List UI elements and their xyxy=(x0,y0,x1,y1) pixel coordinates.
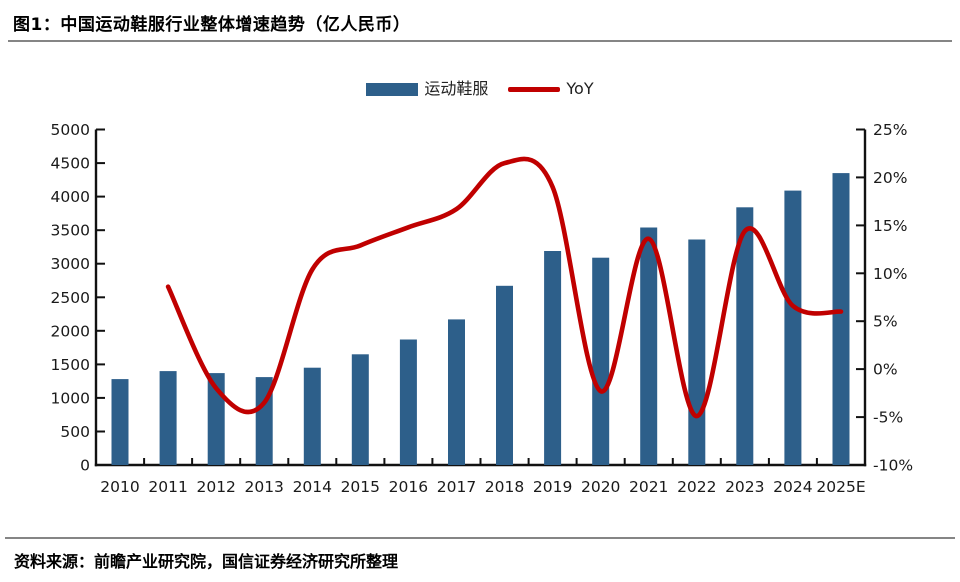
left-axis-tick-label: 4000 xyxy=(51,188,90,206)
x-axis-label: 2011 xyxy=(148,478,187,496)
x-axis-label: 2025E xyxy=(816,478,865,496)
legend-line-label: YoY xyxy=(566,79,594,98)
left-axis-tick-label: 500 xyxy=(60,423,90,441)
right-axis-tick-label: -10% xyxy=(873,457,913,475)
x-axis-label: 2024 xyxy=(773,478,812,496)
left-axis-tick-label: 2500 xyxy=(51,289,90,307)
bar-2015 xyxy=(351,354,369,465)
left-axis-tick-label: 1000 xyxy=(51,389,90,407)
bar-2011 xyxy=(159,371,177,465)
right-axis-tick-label: 5% xyxy=(873,313,898,331)
figure-title: 图1：中国运动鞋服行业整体增速趋势（亿人民币） xyxy=(13,15,411,35)
x-axis-label: 2022 xyxy=(677,478,716,496)
x-axis-label: 2017 xyxy=(437,478,476,496)
x-axis-label: 2010 xyxy=(100,478,139,496)
bar-2025E xyxy=(832,173,850,465)
bar-2017 xyxy=(448,319,465,465)
bar-2022 xyxy=(688,239,706,465)
left-axis-tick-label: 3500 xyxy=(51,222,90,240)
legend-line-swatch xyxy=(508,86,561,92)
bar-2021 xyxy=(640,227,658,465)
x-axis-label: 2012 xyxy=(196,478,235,496)
title-divider xyxy=(8,40,952,42)
x-axis-label: 2018 xyxy=(485,478,524,496)
right-axis-tick-label: -5% xyxy=(873,409,903,427)
right-axis-tick-label: 15% xyxy=(873,217,907,235)
bar-2023 xyxy=(736,207,754,466)
bar-2020 xyxy=(592,257,610,465)
bar-2010 xyxy=(111,379,129,465)
bar-2019 xyxy=(544,251,562,465)
bar-2018 xyxy=(496,285,513,465)
x-axis-label: 2020 xyxy=(581,478,620,496)
source-divider xyxy=(5,537,955,539)
left-axis-tick-label: 5000 xyxy=(51,121,90,139)
right-axis-tick-label: 0% xyxy=(873,361,898,379)
x-axis-label: 2014 xyxy=(293,478,332,496)
left-axis-tick-label: 0 xyxy=(80,457,90,475)
bar-2016 xyxy=(399,339,417,465)
left-axis-tick-label: 2000 xyxy=(51,322,90,340)
x-axis-label: 2023 xyxy=(725,478,764,496)
x-axis-label: 2016 xyxy=(389,478,428,496)
right-axis-tick-label: 25% xyxy=(873,121,907,139)
bar-2014 xyxy=(303,367,321,465)
chart-legend: 运动鞋服 YoY xyxy=(0,80,960,98)
source-note: 资料来源：前瞻产业研究院，国信证券经济研究所整理 xyxy=(14,552,399,571)
yoy-line xyxy=(165,156,844,419)
legend-bar-label: 运动鞋服 xyxy=(424,79,489,98)
left-axis-tick-label: 1500 xyxy=(51,356,90,374)
legend-bar-swatch xyxy=(366,82,419,96)
bar-2024 xyxy=(784,190,802,465)
right-axis-tick-label: 20% xyxy=(873,169,907,187)
right-axis-tick-label: 10% xyxy=(873,265,907,283)
x-axis-label: 2019 xyxy=(533,478,572,496)
x-axis-label: 2015 xyxy=(341,478,380,496)
x-axis-label: 2013 xyxy=(244,478,283,496)
left-axis-tick-label: 4500 xyxy=(51,155,90,173)
x-axis-label: 2021 xyxy=(629,478,668,496)
left-axis-tick-label: 3000 xyxy=(51,255,90,273)
